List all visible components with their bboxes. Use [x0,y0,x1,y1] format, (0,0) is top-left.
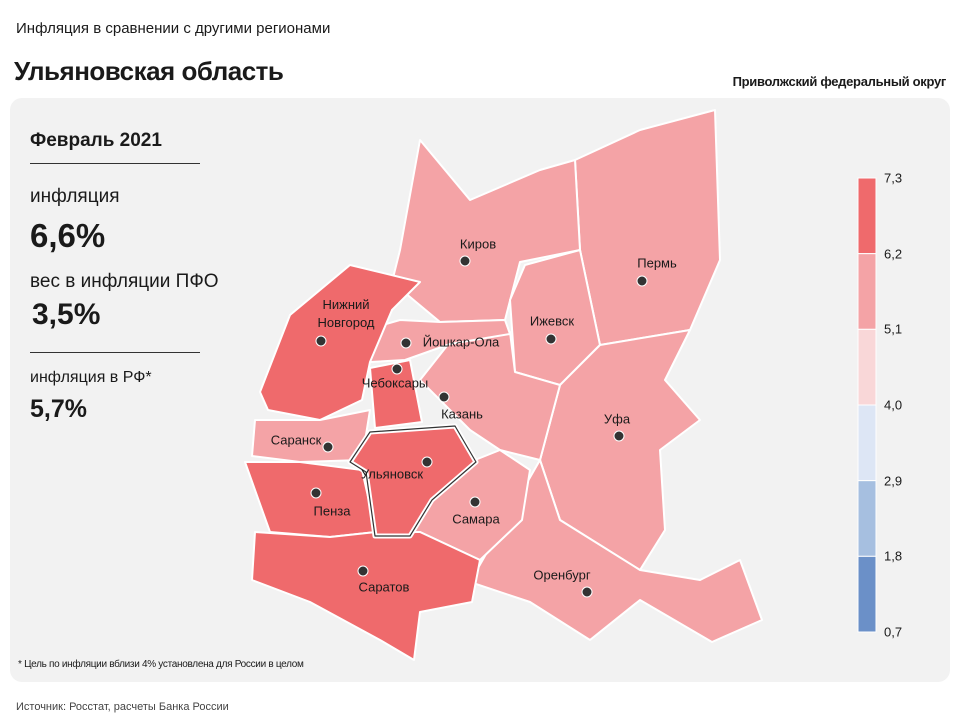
legend-tick-label: 5,1 [884,321,903,337]
city-label: Казань [441,406,483,422]
legend-tick-label: 4,0 [884,397,903,413]
region-penza [244,461,377,538]
city-label: Пермь [637,255,677,271]
divider [30,163,200,164]
city-dot [438,391,450,403]
region-chuvashia [369,359,423,429]
city-label: Чебоксары [361,375,429,391]
city-dot [400,337,412,349]
legend-swatch [857,480,877,557]
legend-tick-label: 0,7 [884,624,903,640]
legend-swatch [857,328,877,406]
legend-swatch [857,555,877,633]
period: Февраль 2021 [30,130,162,151]
rf-inflation-value: 5,7% [30,395,87,423]
divider [30,352,200,353]
legend-tick-label: 6,2 [884,246,903,262]
city-label: Йошкар-Ола [422,334,500,350]
region-ulyanovsk-outline [349,425,477,537]
city-dot [581,586,593,598]
subtitle: Инфляция в сравнении с другими регионами [16,20,331,37]
city-dot [322,441,334,453]
title: Ульяновская область [14,56,284,86]
city-dot [613,430,625,442]
city-label: Киров [459,236,497,252]
city-label: Оренбург [533,567,591,583]
region-orenburg [469,459,763,643]
region-mari-el [364,319,511,363]
legend-swatch [857,253,877,330]
source: Источник: Росстат, расчеты Банка России [16,701,229,713]
city-label: Ульяновск [360,466,424,482]
city-dot [391,363,403,375]
legend-swatch [857,177,877,255]
legend [857,177,877,633]
region-saratov [251,531,481,661]
city-dot [469,496,481,508]
inflation-value: 6,6% [30,217,106,254]
region-nizhny-novgorod [259,264,421,421]
city-dot [357,565,369,577]
city-label: Пенза [313,503,351,519]
city-label: Самара [452,511,500,527]
legend-tick-label: 7,3 [884,170,903,186]
rf-inflation-label: инфляция в РФ* [30,369,152,386]
footnote: * Цель по инфляции вблизи 4% установлена… [18,659,304,670]
inflation-label: инфляция [30,186,120,207]
city-label: Уфа [603,411,631,427]
region-perm [574,109,721,346]
city-label: Саранск [270,432,322,448]
city-label: Ижевск [529,313,575,329]
city-dot [315,335,327,347]
legend-tick-label: 2,9 [884,473,903,489]
city-label: Саратов [358,579,410,595]
city-label: Нижний Новгород [317,297,375,330]
legend-tick-label: 1,8 [884,548,903,564]
city-dot [310,487,322,499]
weight-label: вес в инфляции ПФО [30,271,219,292]
legend-swatch [857,404,877,482]
weight-value: 3,5% [32,298,101,331]
city-dot [421,456,433,468]
city-dot [545,333,557,345]
city-dot [459,255,471,267]
district: Приволжский федеральный округ [732,74,947,89]
city-dot [636,275,648,287]
